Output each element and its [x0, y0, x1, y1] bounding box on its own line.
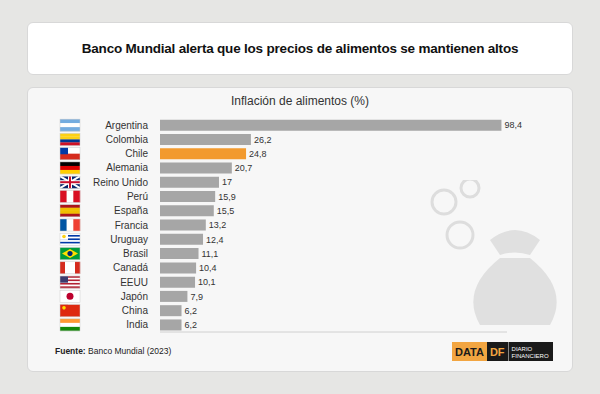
svg-text:15,9: 15,9	[218, 192, 236, 202]
html-text:Banco Mundial alerta que los p: Banco Mundial alerta que los precios de …	[81, 41, 519, 56]
svg-text:Brasil: Brasil	[123, 248, 148, 259]
svg-text:24,8: 24,8	[249, 149, 267, 159]
svg-text:Uruguay: Uruguay	[110, 234, 148, 245]
html-text:DATA: DATA	[455, 345, 484, 358]
svg-text:Perú: Perú	[127, 191, 148, 202]
html-text:Inflación de alimentos (%): Inflación de alimentos (%)	[231, 94, 369, 108]
svg-text:10,1: 10,1	[198, 277, 216, 287]
svg-text:12,4: 12,4	[206, 235, 224, 245]
svg-text:Reino Unido: Reino Unido	[93, 177, 148, 188]
svg-text:Chile: Chile	[125, 148, 148, 159]
svg-text:Francia: Francia	[115, 220, 149, 231]
svg-text:98,4: 98,4	[504, 120, 522, 130]
svg-text:Canadá: Canadá	[113, 262, 148, 273]
svg-text:Alemania: Alemania	[106, 162, 148, 173]
svg-text:13,2: 13,2	[209, 220, 227, 230]
svg-text:España: España	[114, 205, 148, 216]
svg-text:India: India	[126, 319, 148, 330]
svg-text:10,4: 10,4	[199, 263, 217, 273]
svg-text:15,5: 15,5	[217, 206, 235, 216]
svg-text:Japón: Japón	[121, 291, 148, 302]
svg-text:Colombia: Colombia	[106, 134, 149, 145]
svg-text:EEUU: EEUU	[120, 277, 148, 288]
svg-text:Argentina: Argentina	[105, 120, 148, 131]
html-text:DF: DF	[489, 345, 505, 358]
svg-text:6,2: 6,2	[185, 306, 198, 316]
svg-text:26,2: 26,2	[254, 135, 272, 145]
svg-text:11,1: 11,1	[202, 249, 219, 259]
html-text:Fuente: Banco Mundial (2023): Fuente: Banco Mundial (2023)	[55, 346, 172, 356]
svg-text:6,2: 6,2	[185, 320, 198, 330]
svg-text:17: 17	[222, 177, 232, 187]
svg-text:7,9: 7,9	[190, 292, 203, 302]
html-text:FINANCIERO: FINANCIERO	[511, 352, 549, 359]
svg-text:20,7: 20,7	[235, 163, 253, 173]
html-text:DIARIO: DIARIO	[511, 345, 533, 352]
svg-text:China: China	[122, 305, 149, 316]
